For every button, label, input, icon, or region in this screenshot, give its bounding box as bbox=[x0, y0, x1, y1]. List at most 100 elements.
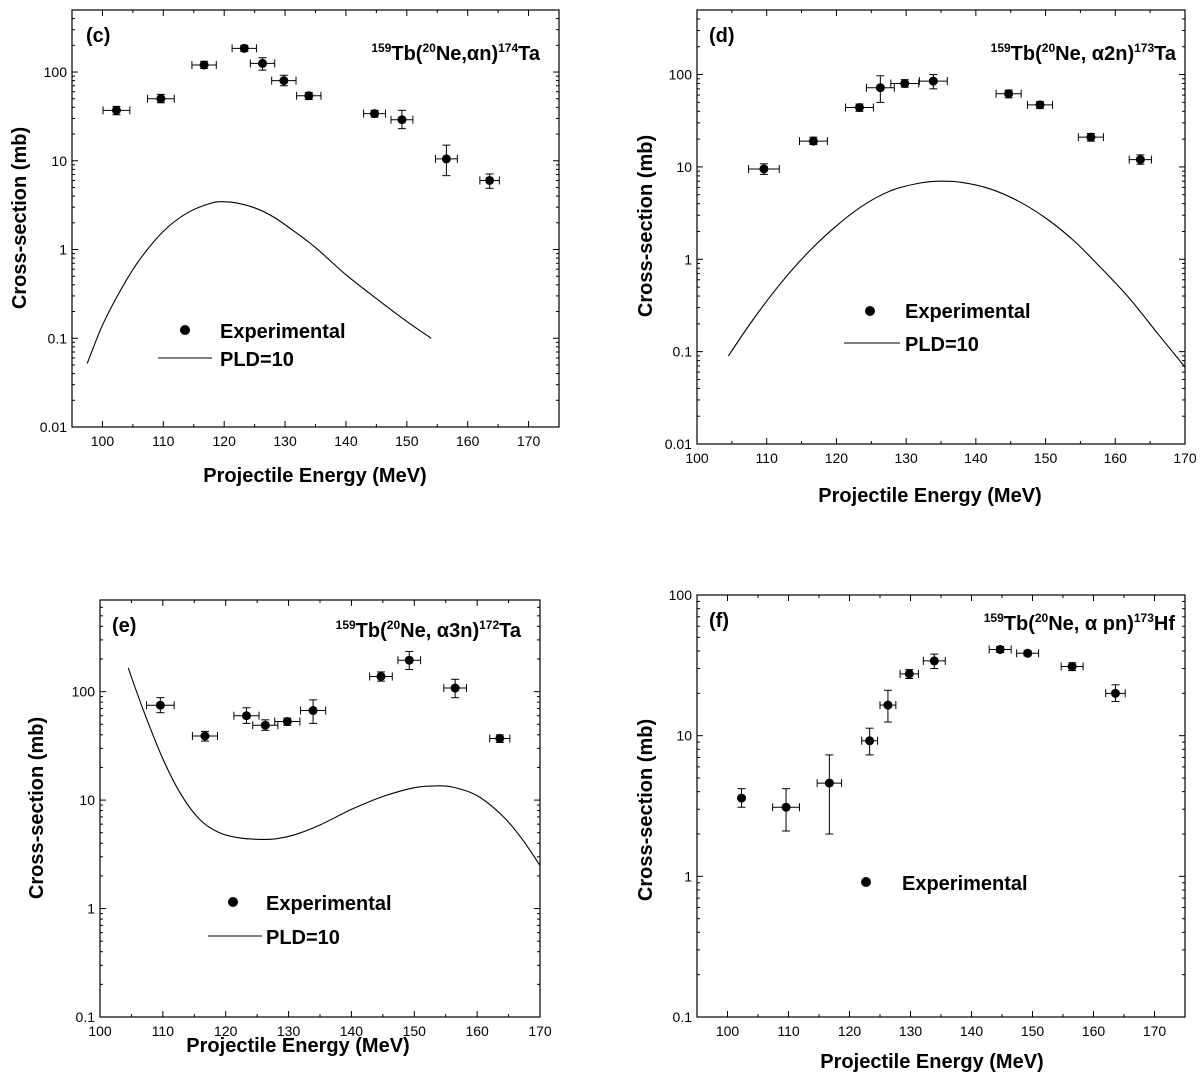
data-marker bbox=[1110, 688, 1120, 698]
x-tick-label: 110 bbox=[777, 1023, 800, 1039]
pld-curve bbox=[127, 667, 540, 866]
chart-panel-2: 100 110 120 130 140 150 160 1700.010.1110100Pro… bbox=[635, 9, 1197, 507]
reaction-superscript: 20 bbox=[422, 41, 436, 55]
chart-panel-3: 100 110 120 130 140 150 160 1700.1110100Project… bbox=[26, 599, 552, 1057]
y-tick-label: 10 bbox=[676, 728, 692, 744]
chart-panel-4: 100 110 120 130 140 150 160 1700.1110100Project… bbox=[635, 587, 1186, 1073]
data-marker bbox=[928, 76, 938, 86]
legend-marker bbox=[861, 877, 871, 887]
data-marker bbox=[883, 700, 893, 710]
reaction-text: Ta bbox=[518, 43, 541, 65]
data-marker bbox=[308, 706, 318, 716]
data-marker bbox=[441, 154, 451, 164]
data-marker bbox=[239, 43, 249, 53]
data-point bbox=[300, 699, 327, 724]
data-point bbox=[798, 136, 828, 146]
data-point bbox=[865, 75, 895, 103]
reaction-title: 159Tb(20Ne,αn)174Ta bbox=[371, 41, 541, 65]
data-marker bbox=[865, 736, 875, 746]
data-point bbox=[816, 754, 843, 835]
x-tick-label: 170 bbox=[1173, 450, 1197, 466]
y-tick-label: 100 bbox=[669, 67, 693, 83]
legend-marker bbox=[865, 306, 875, 316]
reaction-superscript: 173 bbox=[1134, 41, 1154, 55]
reaction-text: Ne, α2n) bbox=[1055, 43, 1134, 65]
panel-label: (d) bbox=[709, 25, 735, 47]
data-marker bbox=[199, 60, 209, 70]
legend: Experimental PLD=10 bbox=[208, 893, 392, 949]
data-marker bbox=[260, 720, 270, 730]
y-tick-label: 1 bbox=[684, 251, 692, 267]
x-axis-label: Projectile Energy (MeV) bbox=[818, 485, 1041, 507]
legend-marker bbox=[228, 897, 238, 907]
y-tick-label: 0.1 bbox=[48, 330, 68, 346]
data-point bbox=[146, 697, 175, 714]
x-tick-label: 110 bbox=[152, 1023, 175, 1039]
data-marker bbox=[282, 717, 292, 727]
data-marker bbox=[279, 76, 289, 86]
reaction-text: Ne,αn) bbox=[436, 43, 498, 65]
y-axis-label: Cross-section (mb) bbox=[635, 135, 657, 317]
x-axis-label: Projectile Energy (MeV) bbox=[203, 465, 426, 487]
x-tick-label: 140 bbox=[334, 433, 358, 449]
data-marker bbox=[929, 656, 939, 666]
data-point bbox=[390, 109, 414, 130]
x-tick-label: 170 bbox=[528, 1023, 552, 1039]
reaction-superscript: 174 bbox=[498, 41, 518, 55]
data-point bbox=[1026, 100, 1054, 110]
y-axis-label: Cross-section (mb) bbox=[9, 127, 31, 309]
data-marker bbox=[854, 102, 864, 112]
data-point bbox=[737, 788, 747, 808]
data-point bbox=[434, 144, 458, 177]
legend-label-experimental: Experimental bbox=[266, 893, 392, 915]
y-tick-label: 10 bbox=[51, 153, 67, 169]
reaction-text: Ta bbox=[499, 620, 522, 642]
legend: Experimental PLD=10 bbox=[158, 321, 346, 371]
x-tick-label: 170 bbox=[517, 433, 541, 449]
x-tick-label: 170 bbox=[1143, 1023, 1167, 1039]
x-tick-label: 100 bbox=[685, 450, 709, 466]
data-point bbox=[191, 60, 217, 70]
data-point bbox=[191, 730, 219, 742]
reaction-text: Tb( bbox=[1004, 613, 1035, 635]
reaction-text: Tb( bbox=[1011, 43, 1042, 65]
data-marker bbox=[1004, 89, 1014, 99]
x-tick-label: 150 bbox=[395, 433, 419, 449]
x-tick-label: 110 bbox=[756, 450, 779, 466]
x-tick-label: 120 bbox=[213, 433, 237, 449]
x-tick-label: 140 bbox=[960, 1023, 984, 1039]
reaction-superscript: 20 bbox=[387, 618, 401, 632]
data-point bbox=[1060, 662, 1084, 672]
x-tick-label: 140 bbox=[340, 1023, 364, 1039]
data-point bbox=[1105, 684, 1126, 702]
y-tick-label: 10 bbox=[79, 792, 95, 808]
reaction-superscript: 173 bbox=[1134, 611, 1154, 625]
panel-label: (c) bbox=[86, 25, 110, 47]
plot-frame bbox=[696, 594, 1186, 1018]
reaction-title: 159Tb(20Ne, α3n)172Ta bbox=[336, 618, 522, 642]
reaction-superscript: 159 bbox=[991, 41, 1011, 55]
panel-label: (f) bbox=[709, 610, 729, 632]
data-point bbox=[397, 650, 422, 671]
data-point bbox=[489, 733, 511, 743]
reaction-text: Ne, α pn) bbox=[1048, 613, 1134, 635]
pld-curve bbox=[727, 180, 1185, 368]
data-point bbox=[233, 707, 260, 724]
y-axis-label: Cross-section (mb) bbox=[26, 717, 48, 899]
data-marker bbox=[1023, 648, 1033, 658]
x-tick-label: 130 bbox=[894, 450, 918, 466]
y-tick-label: 1 bbox=[59, 242, 67, 258]
legend-label-pld: PLD=10 bbox=[220, 349, 294, 371]
legend-label-pld: PLD=10 bbox=[266, 927, 340, 949]
reaction-text: Ne, α3n) bbox=[400, 620, 479, 642]
data-marker bbox=[781, 802, 791, 812]
data-marker bbox=[155, 700, 165, 710]
data-marker bbox=[904, 669, 914, 679]
reaction-text: Hf bbox=[1154, 613, 1175, 635]
reaction-superscript: 159 bbox=[984, 611, 1004, 625]
y-tick-label: 1 bbox=[684, 868, 692, 884]
y-tick-label: 100 bbox=[44, 64, 68, 80]
reaction-text: Tb( bbox=[391, 43, 422, 65]
reaction-superscript: 172 bbox=[479, 618, 499, 632]
data-point bbox=[918, 74, 948, 90]
